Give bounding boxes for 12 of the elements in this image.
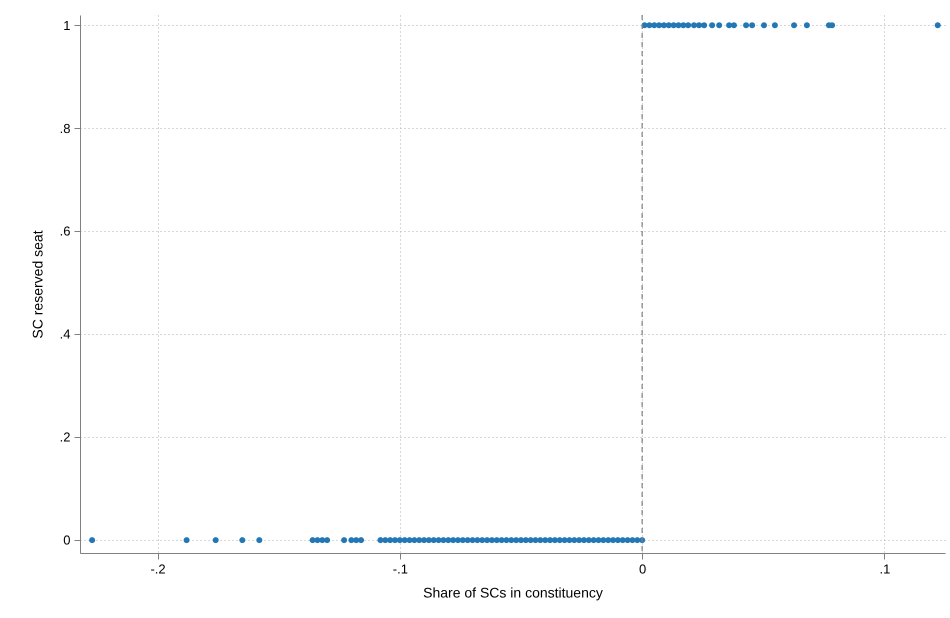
y-axis-title: SC reserved seat — [30, 230, 46, 339]
x-tick-label: -.1 — [392, 562, 408, 576]
x-tick-label: 0 — [639, 562, 646, 576]
x-tick-label: .1 — [880, 562, 890, 576]
y-tick-label: 1 — [63, 18, 70, 33]
y-tick-label: .4 — [60, 326, 70, 342]
y-tick-label: .6 — [60, 224, 70, 239]
x-tick-label: -.2 — [150, 562, 166, 576]
x-axis-title: Share of SCs in constituency — [423, 584, 603, 600]
y-tick-label: 0 — [63, 532, 70, 548]
y-tick-label: .8 — [60, 120, 70, 136]
y-tick-label: .2 — [60, 430, 70, 445]
